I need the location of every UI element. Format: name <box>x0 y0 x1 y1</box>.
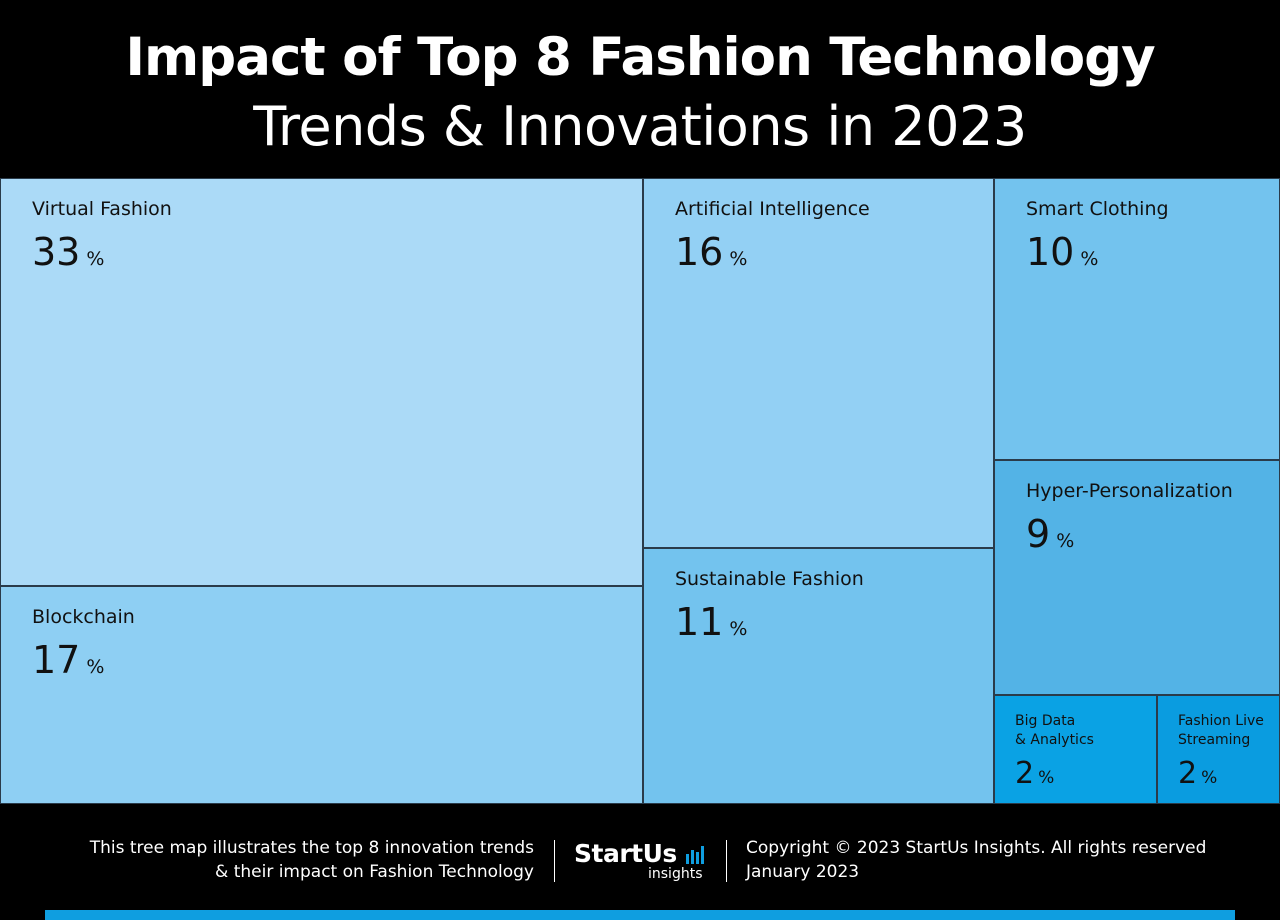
header: Impact of Top 8 Fashion Technology Trend… <box>0 0 1280 178</box>
treemap-tile: Hyper-Personalization 9% <box>994 460 1280 695</box>
tile-value-number: 9 <box>1026 512 1051 556</box>
tile-label: Virtual Fashion <box>32 198 172 220</box>
tile-value: 10% <box>1026 231 1098 280</box>
treemap-tile: Big Data & Analytics 2% <box>994 695 1157 804</box>
tile-value-number: 33 <box>32 230 81 274</box>
tile-value-number: 2 <box>1015 756 1035 791</box>
tile-value-unit: % <box>729 618 748 640</box>
caption-line-2: & their impact on Fashion Technology <box>215 862 534 882</box>
tile-value: 16% <box>675 231 747 280</box>
tile-label: Artificial Intelligence <box>675 198 870 220</box>
tile-value-unit: % <box>1080 248 1099 270</box>
tile-value-unit: % <box>1056 530 1075 552</box>
tile-value: 2% <box>1178 756 1217 796</box>
tile-value: 9% <box>1026 513 1074 562</box>
treemap-tile: Fashion Live Streaming 2% <box>1157 695 1280 804</box>
tile-label: Hyper-Personalization <box>1026 480 1233 502</box>
tile-value-number: 10 <box>1026 230 1075 274</box>
tile-value: 2% <box>1015 756 1054 796</box>
tile-value: 17% <box>32 639 104 688</box>
bar-chart-icon <box>686 846 704 864</box>
footer-caption: This tree map illustrates the top 8 inno… <box>14 836 534 884</box>
tile-label: Blockchain <box>32 606 135 628</box>
caption-line-1: This tree map illustrates the top 8 inno… <box>89 838 534 858</box>
chart-title: Impact of Top 8 Fashion Technology <box>125 27 1155 88</box>
footer-divider-left <box>554 840 555 882</box>
logo-wordmark: StartUs <box>574 839 677 868</box>
chart-subtitle: Trends & Innovations in 2023 <box>253 95 1027 158</box>
tile-value-number: 2 <box>1178 756 1198 791</box>
copyright-text: Copyright © 2023 StartUs Insights. All r… <box>746 838 1207 858</box>
logo-subtext: insights <box>648 866 703 882</box>
treemap-tile: Blockchain 17% <box>0 586 643 804</box>
treemap-tile: Sustainable Fashion 11% <box>643 548 994 804</box>
tile-value-unit: % <box>1038 768 1055 788</box>
tile-label: Smart Clothing <box>1026 198 1169 220</box>
tile-label: Big Data & Analytics <box>1015 713 1094 748</box>
footer-divider-right <box>726 840 727 882</box>
treemap-tile: Virtual Fashion 33% <box>0 178 643 586</box>
tile-value-number: 16 <box>675 230 724 274</box>
footer: This tree map illustrates the top 8 inno… <box>0 804 1280 920</box>
tile-value: 33% <box>32 231 104 280</box>
footer-copyright: Copyright © 2023 StartUs Insights. All r… <box>746 836 1266 884</box>
startus-insights-logo: StartUs insights <box>574 840 714 884</box>
tile-value-number: 17 <box>32 638 81 682</box>
tile-value-unit: % <box>86 656 105 678</box>
treemap-tile: Artificial Intelligence 16% <box>643 178 994 548</box>
tile-value-number: 11 <box>675 600 724 644</box>
publish-date: January 2023 <box>746 862 860 882</box>
treemap: Virtual Fashion 33% Blockchain 17% Artificia… <box>0 178 1280 804</box>
treemap-tile: Smart Clothing 10% <box>994 178 1280 460</box>
tile-value-unit: % <box>1201 768 1218 788</box>
bottom-accent-bar <box>45 910 1235 920</box>
tile-value-unit: % <box>86 248 105 270</box>
tile-label: Sustainable Fashion <box>675 568 864 590</box>
tile-value-unit: % <box>729 248 748 270</box>
tile-label: Fashion Live Streaming <box>1178 713 1264 748</box>
tile-value: 11% <box>675 601 747 650</box>
